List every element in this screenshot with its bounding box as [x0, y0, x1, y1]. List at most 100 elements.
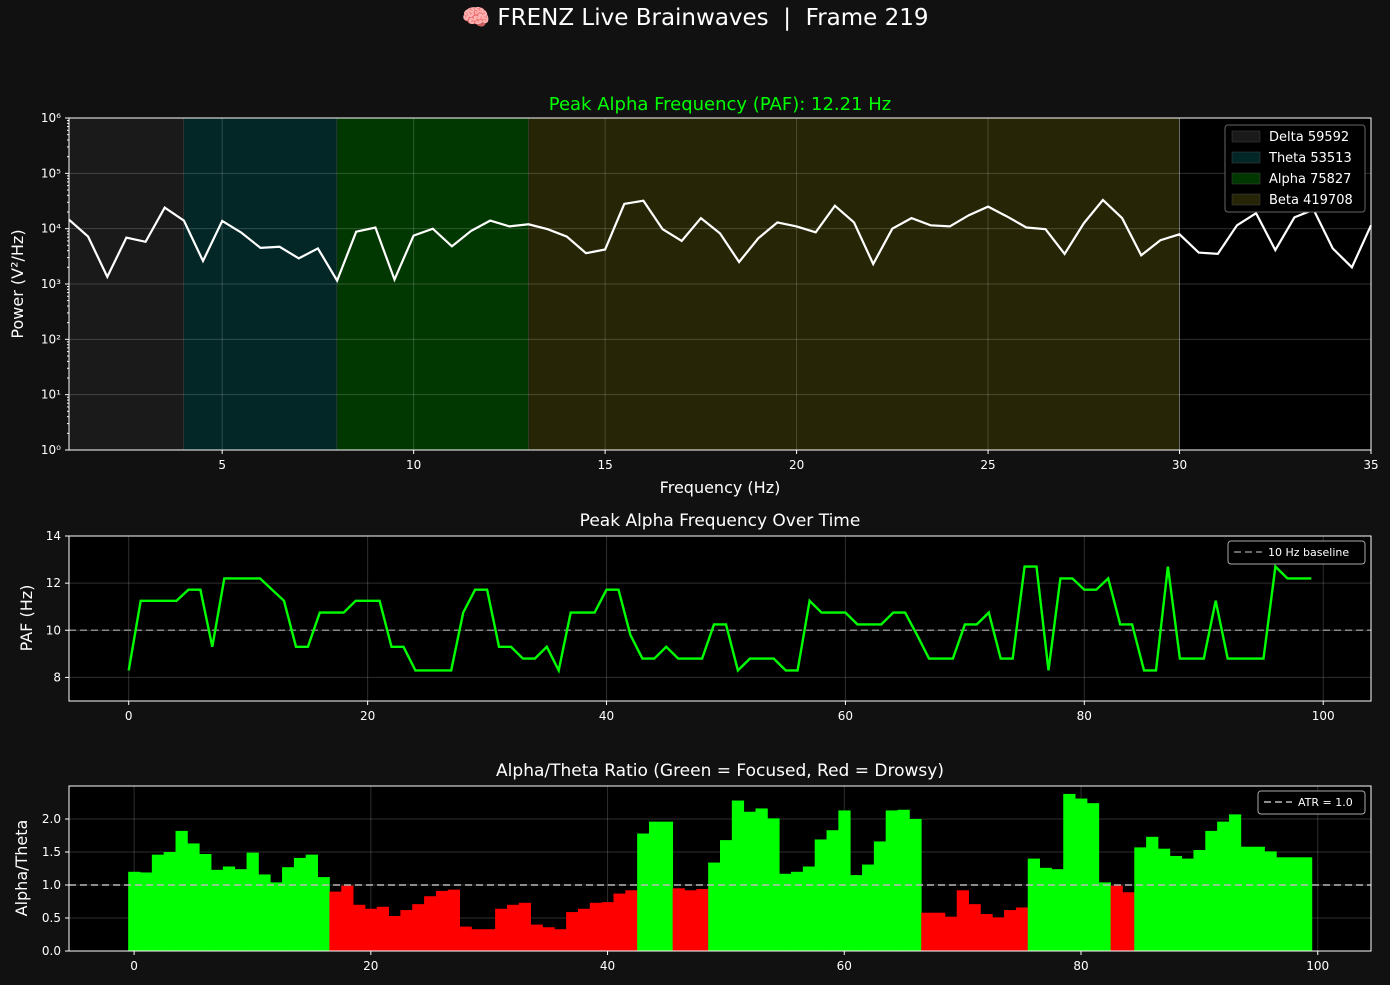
spectrum-xtick-label: 15 [597, 458, 612, 472]
spectrum-xtick-label: 30 [1172, 458, 1187, 472]
atr-bar-30 [483, 929, 496, 951]
atr-bar-44 [648, 821, 662, 951]
legend-swatch-1 [1231, 151, 1261, 164]
spectrum-ytick-label: 10⁶ [41, 111, 61, 125]
atr-bar-89 [1181, 858, 1194, 951]
atr-bar-86 [1146, 836, 1159, 951]
power-spectrum-panel: Peak Alpha Frequency (PAF): 12.21 Hz 5 10… [8, 94, 1379, 497]
atr-bar-67 [921, 912, 934, 951]
atr-xtick-label: 40 [600, 959, 615, 973]
atr-bar-50 [720, 840, 733, 951]
atr-bar-17 [329, 891, 342, 951]
atr-bar-45 [660, 821, 674, 951]
atr-bar-6 [199, 853, 212, 951]
atr-bar-0 [128, 871, 141, 951]
atr-bar-35 [542, 927, 555, 951]
atr-bar-78 [1051, 869, 1064, 951]
band-0 [69, 118, 184, 450]
legend-swatch-0 [1231, 130, 1261, 143]
atr-bar-75 [1015, 907, 1029, 951]
paf-time-panel: Peak Alpha Frequency Over Time 0 20 40 60 80… [17, 511, 1372, 723]
atr-bar-55 [779, 873, 792, 951]
paf-xtick-label: 100 [1312, 709, 1335, 723]
atr-bar-99 [1299, 857, 1313, 951]
spectrum-ytick-label: 10³ [41, 277, 61, 291]
atr-bar-71 [968, 904, 981, 951]
spectrum-y-label: Power (V²/Hz) [8, 229, 27, 338]
paf-xtick-label: 0 [125, 709, 133, 723]
atr-bar-13 [282, 867, 295, 951]
paf-frame [68, 535, 1372, 702]
paf-x-ticks: 0 20 40 60 80 100 [125, 701, 1335, 723]
band-3 [528, 118, 1180, 450]
atr-bar-77 [1039, 867, 1052, 951]
atr-bar-80 [1075, 798, 1088, 951]
atr-bar-43 [637, 833, 650, 951]
spectrum-bands [69, 118, 1180, 450]
atr-bar-59 [826, 830, 839, 951]
paf-ytick-label: 14 [46, 529, 61, 543]
atr-panel: Alpha/Theta Ratio (Green = Focused, Red … [12, 761, 1372, 973]
spectrum-legend: Delta 59592 Theta 53513 Alpha 75827 Beta 41… [1224, 124, 1366, 213]
paf-plot-area [69, 536, 1371, 701]
atr-bar-62 [862, 864, 875, 951]
atr-bar-91 [1205, 830, 1218, 951]
spectrum-ytick-label: 10² [41, 332, 61, 346]
legend-swatch-3 [1231, 193, 1261, 206]
atr-bar-26 [435, 890, 449, 951]
atr-bar-61 [850, 875, 863, 951]
atr-bar-7 [211, 869, 224, 951]
atr-legend-label: ATR = 1.0 [1298, 796, 1353, 809]
atr-bar-98 [1288, 857, 1301, 951]
paf-y-ticks: 8 10 12 14 [46, 529, 69, 684]
spectrum-xtick-label: 10 [406, 458, 421, 472]
atr-bar-4 [175, 830, 188, 951]
spectrum-ytick-label: 10⁴ [41, 222, 61, 236]
paf-legend-box [1227, 540, 1366, 565]
atr-bar-28 [459, 926, 472, 951]
atr-bar-51 [731, 800, 745, 951]
paf-line [127, 564, 1312, 675]
atr-bar-11 [258, 874, 271, 951]
atr-x-ticks: 0 20 40 60 80 100 [130, 951, 1329, 973]
paf-ytick-label: 12 [46, 576, 61, 590]
atr-legend: ATR = 1.0 [1257, 790, 1366, 815]
paf-ytick-label: 10 [46, 623, 61, 637]
atr-bar-85 [1134, 847, 1147, 951]
atr-bar-3 [163, 852, 176, 951]
atr-bar-66 [909, 819, 922, 951]
atr-bar-92 [1217, 821, 1230, 951]
atr-bar-56 [791, 871, 804, 951]
figure-suptitle: 🧠 FRENZ Live Brainwaves | Frame 219 [461, 5, 929, 31]
atr-bar-74 [1004, 910, 1017, 951]
atr-bar-76 [1027, 858, 1040, 951]
atr-xtick-label: 100 [1306, 959, 1329, 973]
atr-y-label: Alpha/Theta [12, 820, 31, 917]
atr-bar-93 [1228, 814, 1242, 951]
atr-bar-82 [1098, 882, 1111, 951]
legend-label-1: Theta 53513 [1268, 151, 1352, 166]
atr-bar-15 [305, 854, 318, 951]
atr-bar-68 [933, 912, 946, 951]
atr-bar-94 [1240, 846, 1254, 951]
atr-bar-19 [353, 904, 366, 951]
atr-bar-52 [743, 811, 756, 951]
atr-bar-9 [234, 869, 247, 951]
atr-bar-63 [873, 841, 887, 951]
band-1 [183, 118, 338, 450]
atr-bar-2 [151, 854, 165, 951]
atr-bar-39 [589, 902, 603, 951]
paf-xtick-label: 80 [1077, 709, 1092, 723]
atr-xtick-label: 60 [837, 959, 852, 973]
atr-bar-49 [708, 862, 721, 951]
atr-bar-27 [447, 889, 460, 951]
legend-label-0: Delta 59592 [1269, 130, 1349, 145]
paf-title: Peak Alpha Frequency Over Time [580, 511, 861, 531]
atr-bar-57 [802, 866, 816, 951]
atr-bar-95 [1252, 846, 1265, 951]
atr-bar-73 [992, 917, 1005, 951]
atr-bar-48 [696, 888, 709, 951]
atr-xtick-label: 20 [363, 959, 378, 973]
atr-bar-72 [980, 914, 993, 951]
